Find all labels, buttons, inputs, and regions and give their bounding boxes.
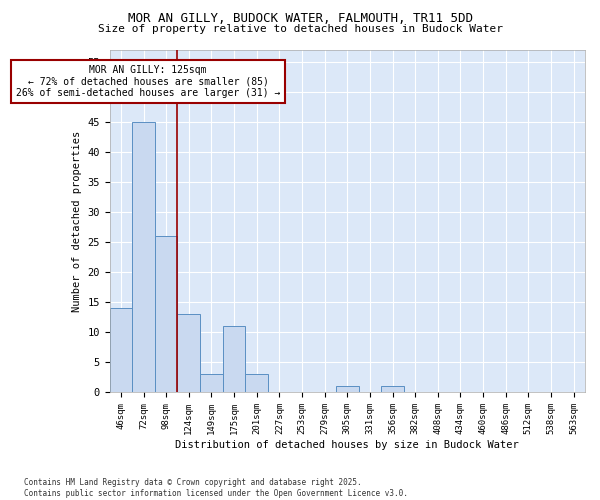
Bar xyxy=(245,374,268,392)
Text: MOR AN GILLY, BUDOCK WATER, FALMOUTH, TR11 5DD: MOR AN GILLY, BUDOCK WATER, FALMOUTH, TR… xyxy=(128,12,473,26)
Bar xyxy=(336,386,359,392)
Bar xyxy=(155,236,178,392)
Bar xyxy=(132,122,155,392)
Text: MOR AN GILLY: 125sqm
← 72% of detached houses are smaller (85)
26% of semi-detac: MOR AN GILLY: 125sqm ← 72% of detached h… xyxy=(16,65,280,98)
Bar xyxy=(381,386,404,392)
Y-axis label: Number of detached properties: Number of detached properties xyxy=(72,130,82,312)
Text: Size of property relative to detached houses in Budock Water: Size of property relative to detached ho… xyxy=(97,24,503,34)
Bar xyxy=(223,326,245,392)
Bar xyxy=(110,308,132,392)
X-axis label: Distribution of detached houses by size in Budock Water: Distribution of detached houses by size … xyxy=(175,440,519,450)
Text: Contains HM Land Registry data © Crown copyright and database right 2025.
Contai: Contains HM Land Registry data © Crown c… xyxy=(24,478,408,498)
Bar xyxy=(200,374,223,392)
Bar xyxy=(178,314,200,392)
